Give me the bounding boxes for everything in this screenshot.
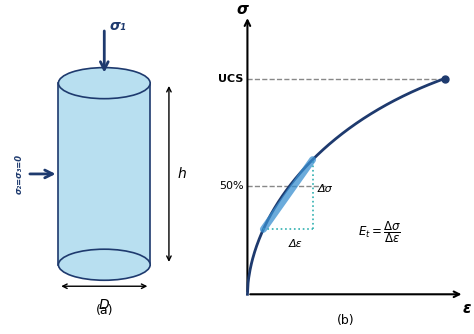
- Ellipse shape: [58, 249, 150, 280]
- Text: D: D: [99, 298, 109, 312]
- Text: h: h: [177, 167, 186, 181]
- Text: σ₁: σ₁: [109, 19, 127, 33]
- Text: Δε: Δε: [289, 239, 302, 249]
- Text: (a): (a): [96, 304, 113, 317]
- Text: $E_t = \dfrac{\Delta\sigma}{\Delta\varepsilon}$: $E_t = \dfrac{\Delta\sigma}{\Delta\varep…: [358, 220, 401, 245]
- Polygon shape: [58, 83, 150, 265]
- Text: ε: ε: [463, 301, 471, 316]
- Text: UCS: UCS: [219, 73, 244, 84]
- Text: σ₂=σ₃=0: σ₂=σ₃=0: [14, 154, 23, 194]
- Text: σ: σ: [237, 2, 248, 17]
- Text: 50%: 50%: [219, 181, 244, 191]
- Text: Δσ: Δσ: [318, 184, 332, 194]
- Ellipse shape: [58, 67, 150, 99]
- Text: (b): (b): [337, 314, 355, 327]
